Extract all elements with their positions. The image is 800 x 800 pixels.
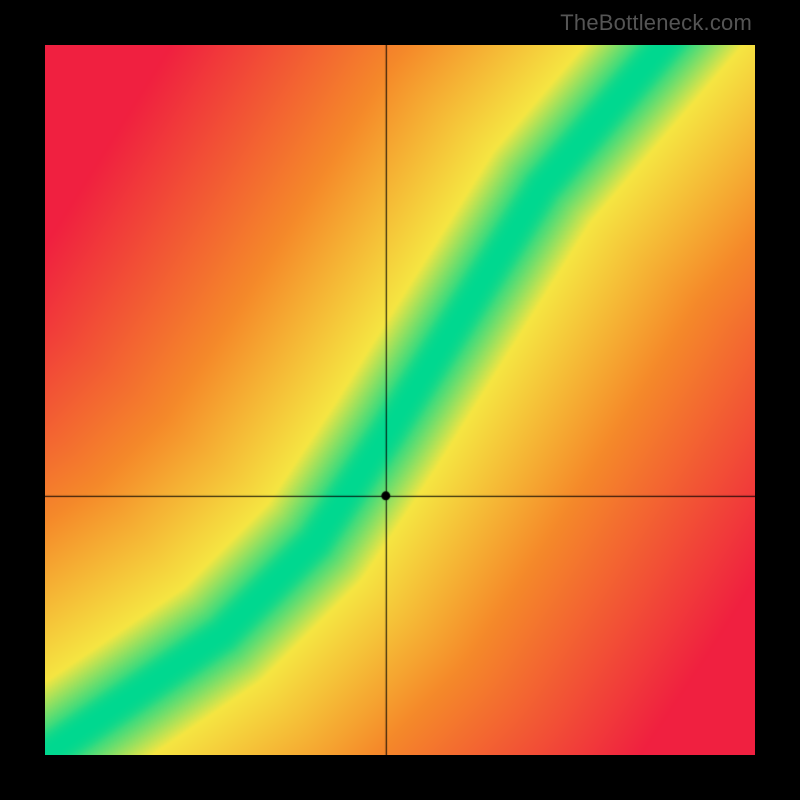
heatmap-canvas: [45, 45, 755, 755]
watermark-text: TheBottleneck.com: [560, 10, 752, 36]
chart-container: TheBottleneck.com: [0, 0, 800, 800]
heatmap-canvas-wrap: [45, 45, 755, 755]
